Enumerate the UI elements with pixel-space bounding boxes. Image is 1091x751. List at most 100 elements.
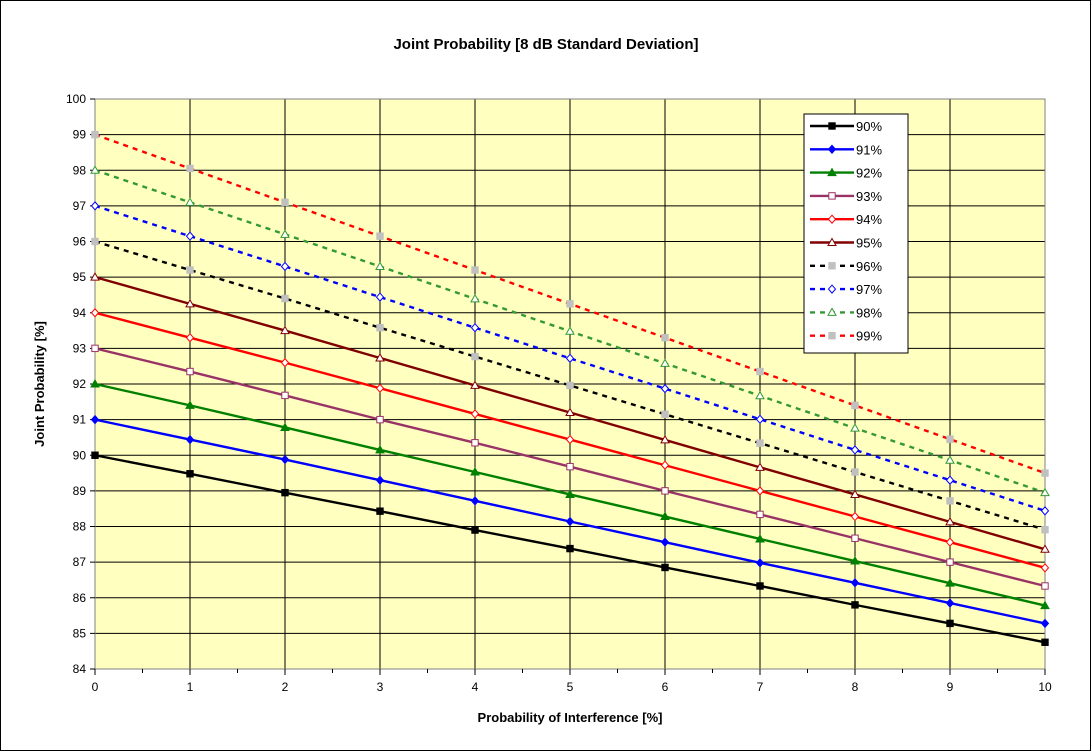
- data-point: [565, 326, 575, 335]
- data-point: [661, 410, 669, 418]
- legend-label: 94%: [856, 212, 882, 227]
- legend-entry: 98%: [810, 305, 882, 320]
- data-point: [185, 400, 195, 409]
- data-point: [375, 383, 385, 394]
- data-point: [660, 537, 670, 547]
- legend-marker: [828, 262, 836, 270]
- series-9: [91, 130, 1049, 477]
- data-point: [375, 352, 385, 362]
- data-point: [755, 414, 765, 425]
- data-point: [470, 322, 480, 333]
- data-point: [850, 511, 860, 522]
- data-point: [660, 511, 670, 521]
- data-point: [1040, 487, 1050, 497]
- y-tick-label: 94: [73, 306, 87, 320]
- legend-label: 91%: [856, 142, 882, 157]
- data-point: [661, 563, 669, 572]
- data-point: [471, 526, 479, 534]
- data-point: [91, 130, 99, 139]
- data-point: [280, 325, 290, 335]
- data-point: [1040, 506, 1050, 516]
- data-point: [850, 423, 860, 432]
- series-line: [94, 204, 1046, 512]
- data-point: [470, 496, 480, 506]
- data-point: [470, 293, 480, 303]
- data-point: [945, 455, 955, 464]
- data-point: [565, 434, 575, 445]
- legend-marker: [828, 192, 836, 200]
- data-point: [945, 516, 955, 526]
- x-tick-label: 7: [757, 680, 764, 694]
- data-point: [1041, 638, 1049, 646]
- y-tick-label: 85: [73, 626, 87, 640]
- x-axis-title: Probability of Interference [%]: [478, 710, 663, 725]
- data-point: [376, 324, 384, 332]
- data-point: [850, 445, 860, 455]
- data-point: [660, 383, 670, 394]
- data-point: [470, 466, 480, 476]
- legend-marker: [828, 332, 836, 340]
- y-tick-label: 98: [73, 163, 87, 177]
- legend-label: 99%: [856, 329, 882, 344]
- y-tick-label: 99: [73, 128, 87, 142]
- legend-marker: [827, 214, 837, 224]
- y-tick-label: 92: [73, 377, 87, 391]
- x-tick-label: 3: [377, 680, 384, 694]
- x-tick-label: 5: [567, 680, 574, 694]
- data-point: [660, 434, 670, 444]
- data-point: [850, 578, 860, 588]
- data-point: [280, 261, 290, 272]
- data-point: [470, 409, 480, 419]
- x-tick-label: 8: [852, 680, 859, 694]
- data-point: [471, 439, 479, 447]
- data-point: [90, 378, 100, 388]
- data-point: [185, 332, 195, 343]
- data-point: [565, 489, 575, 498]
- legend-entry: 90%: [810, 119, 882, 134]
- legend-entry: 99%: [810, 329, 882, 344]
- data-point: [851, 401, 859, 410]
- data-point: [946, 558, 954, 566]
- data-point: [375, 261, 385, 270]
- y-tick-label: 86: [73, 591, 87, 605]
- data-point: [91, 451, 99, 459]
- series-0: [91, 451, 1049, 646]
- series-2: [90, 378, 1050, 610]
- data-point: [660, 358, 670, 367]
- data-point: [90, 165, 100, 174]
- data-point: [756, 582, 764, 590]
- data-point: [565, 516, 575, 527]
- data-point: [375, 444, 385, 454]
- data-point: [281, 391, 289, 400]
- data-point: [1040, 600, 1050, 610]
- y-axis-title: Joint Probability [%]: [32, 321, 47, 447]
- data-point: [375, 475, 385, 485]
- y-tick-label: 100: [66, 92, 86, 106]
- data-point: [185, 298, 195, 308]
- data-point: [851, 468, 859, 476]
- legend-entry: 92%: [810, 166, 882, 181]
- legend-label: 98%: [856, 305, 882, 320]
- data-point: [376, 232, 384, 240]
- data-point: [1040, 563, 1050, 573]
- data-point: [91, 344, 99, 353]
- legend-entry: 94%: [810, 212, 882, 227]
- legend-marker: [827, 284, 837, 294]
- y-tick-label: 84: [73, 662, 87, 676]
- legend-label: 90%: [856, 119, 882, 134]
- data-point: [755, 390, 765, 400]
- data-point: [281, 198, 289, 207]
- series-layer: [90, 130, 1050, 646]
- legend-entry: 96%: [810, 259, 882, 274]
- data-point: [945, 537, 955, 547]
- data-point: [756, 439, 764, 447]
- data-point: [375, 292, 385, 302]
- y-tick-label: 90: [73, 448, 87, 462]
- series-4: [90, 307, 1050, 573]
- data-point: [566, 381, 574, 390]
- series-6: [91, 237, 1049, 534]
- data-point: [850, 556, 860, 565]
- data-point: [755, 462, 765, 471]
- x-tick-label: 2: [282, 680, 289, 694]
